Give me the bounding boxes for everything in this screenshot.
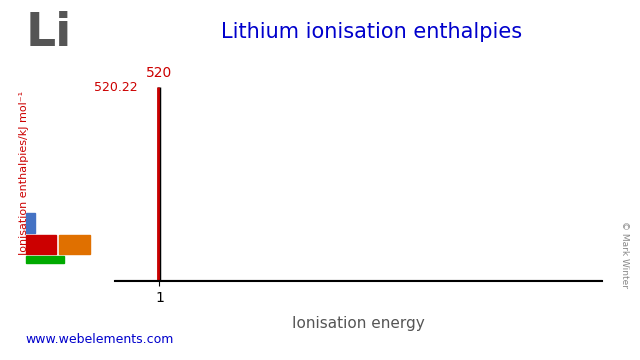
Text: Li: Li: [26, 11, 72, 56]
Bar: [26, 256, 64, 263]
Bar: [26, 235, 56, 254]
Text: 520.22: 520.22: [93, 81, 138, 94]
Text: Lithium ionisation enthalpies: Lithium ionisation enthalpies: [221, 22, 522, 42]
Bar: [59, 235, 90, 254]
Text: 520: 520: [147, 66, 173, 80]
Text: © Mark Winter: © Mark Winter: [620, 221, 628, 288]
X-axis label: Ionisation energy: Ionisation energy: [292, 316, 425, 330]
Text: Ionisation enthalpies/kJ mol⁻¹: Ionisation enthalpies/kJ mol⁻¹: [19, 91, 29, 255]
Text: www.webelements.com: www.webelements.com: [26, 333, 174, 346]
Bar: [26, 213, 35, 233]
